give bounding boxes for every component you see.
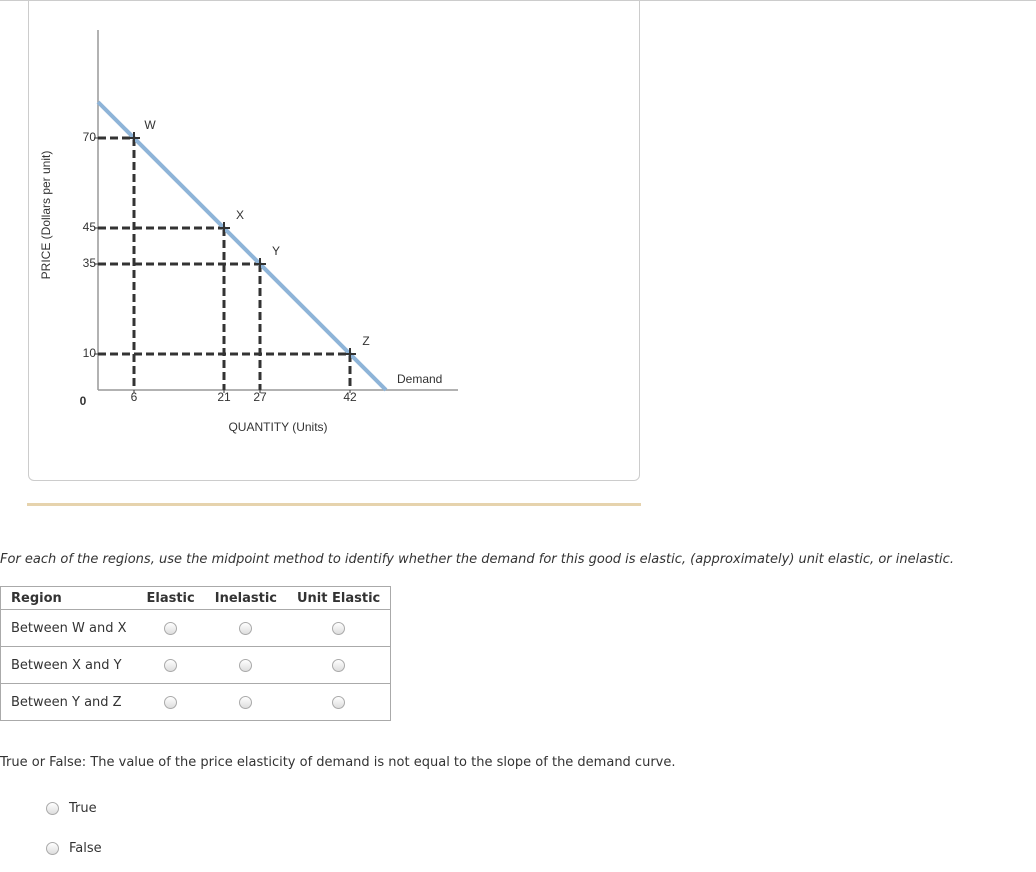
header: Inelastic	[214, 590, 277, 606]
header: Elastic	[146, 590, 195, 606]
y-tick-label: 10	[83, 346, 97, 360]
row: Between X and Y	[0, 646, 391, 684]
y-axis-label: PRICE (Dollars per unit)	[39, 151, 53, 280]
series-label: Demand	[397, 372, 442, 386]
x-tick-label: 27	[253, 390, 267, 404]
divider	[27, 503, 641, 506]
point-label: X	[236, 208, 244, 222]
row: Between W and X	[0, 609, 391, 647]
y-tick-label: 70	[83, 130, 97, 144]
radio[interactable]	[164, 695, 178, 709]
question: For each of the regions, use the midpoin…	[0, 552, 954, 567]
point	[254, 258, 266, 270]
x-tick-label: 21	[217, 390, 231, 404]
header: Region	[11, 590, 62, 606]
y-tick-label: 0	[80, 394, 87, 408]
option-label: False	[69, 841, 102, 856]
choice-cell	[136, 609, 205, 647]
region: Between W and X	[0, 609, 137, 647]
option[interactable]: True	[46, 801, 97, 816]
demand-line	[96, 100, 388, 392]
point-label: Z	[362, 334, 369, 348]
answer-table: Region Elastic Inelastic Unit Elastic Be…	[0, 586, 392, 721]
radio[interactable]	[46, 842, 59, 855]
radio[interactable]	[164, 658, 178, 672]
radio[interactable]	[239, 658, 253, 672]
y-tick-label: 35	[83, 256, 97, 270]
x-tick-label: 42	[343, 390, 357, 404]
radio[interactable]	[239, 695, 253, 709]
region: Between X and Y	[0, 646, 137, 684]
row: Between Y and Z	[0, 683, 391, 721]
option[interactable]: False	[46, 841, 102, 856]
radio[interactable]	[239, 621, 253, 635]
region: Between Y and Z	[0, 683, 137, 721]
question: True or False: The value of the price el…	[0, 755, 676, 770]
radio[interactable]	[164, 621, 178, 635]
choice-cell	[204, 683, 287, 721]
choice-cell	[136, 646, 205, 684]
choice-cell	[204, 646, 287, 684]
point	[218, 222, 230, 234]
choice-cell	[136, 683, 205, 721]
top-border	[0, 0, 1036, 1]
choice-cell	[287, 609, 391, 647]
x-tick-label: 6	[131, 390, 138, 404]
radio[interactable]	[332, 658, 346, 672]
header: Unit Elastic	[297, 590, 381, 606]
chart: QUANTITY (Units) PRICE (Dollars per unit…	[39, 30, 458, 434]
x-axis-label: QUANTITY (Units)	[228, 420, 327, 434]
radio[interactable]	[46, 802, 59, 815]
header-row: Region Elastic Inelastic Unit Elastic	[1, 587, 391, 610]
choice-cell	[204, 609, 287, 647]
point	[128, 132, 140, 144]
point-label: Y	[272, 244, 280, 258]
point-label: W	[144, 118, 156, 132]
y-tick-label: 45	[83, 220, 97, 234]
point	[344, 348, 356, 360]
radio[interactable]	[332, 695, 346, 709]
choice-cell	[287, 683, 391, 721]
radio[interactable]	[332, 621, 346, 635]
option-label: True	[69, 801, 97, 816]
chart-panel	[28, 0, 640, 481]
choice-cell	[287, 646, 391, 684]
